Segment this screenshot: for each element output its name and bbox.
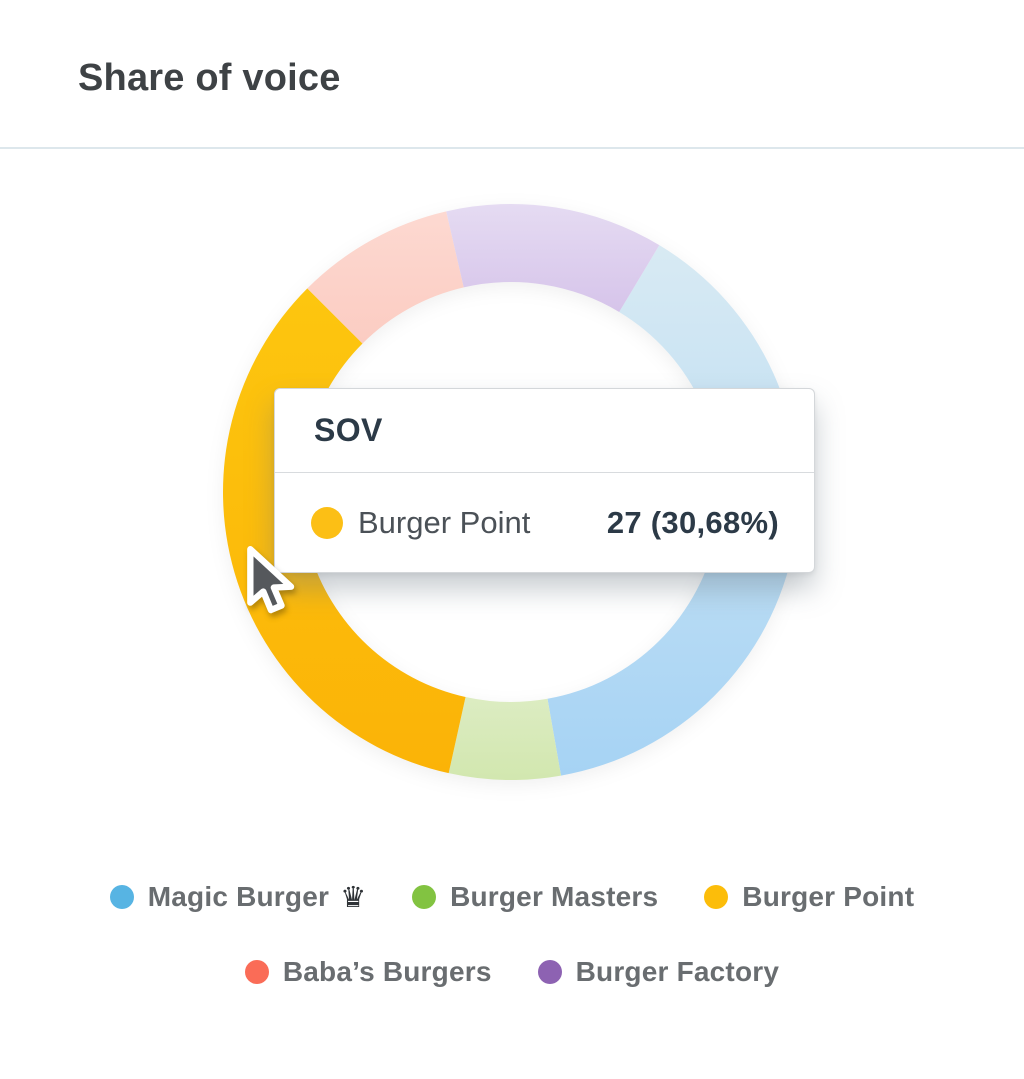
donut-segment-magic-burger[interactable] xyxy=(547,245,799,776)
header-divider xyxy=(0,147,1024,149)
tooltip-row: Burger Point 27 (30,68%) xyxy=(275,473,814,572)
legend-label-babas-burgers: Baba’s Burgers xyxy=(282,956,492,987)
crown-icon: ♛ xyxy=(340,879,367,914)
tooltip-divider xyxy=(275,472,814,473)
legend-label-magic-burger: Magic Burger xyxy=(147,881,330,912)
legend-row-2: Baba’s Burgers Burger Factory xyxy=(0,948,1024,996)
tooltip-series-label: Burger Point xyxy=(358,504,531,540)
legend-row-1: Magic Burger ♛ Burger Masters Burger Poi… xyxy=(0,873,1024,921)
mouse-cursor-icon xyxy=(247,546,295,614)
legend-dot-burger-factory xyxy=(537,960,562,984)
legend-label-burger-factory: Burger Factory xyxy=(575,956,780,987)
donut-segment-baba-s-burgers[interactable] xyxy=(307,211,464,344)
legend-label-burger-masters: Burger Masters xyxy=(450,881,659,912)
widget-title: Share of voice xyxy=(78,57,341,99)
tooltip-series-value: 27 (30,68%) xyxy=(606,504,779,540)
tooltip-series-dot xyxy=(311,506,343,539)
legend-dot-burger-point xyxy=(704,885,729,909)
legend: Magic Burger ♛ Burger Masters Burger Poi… xyxy=(0,873,1024,996)
legend-dot-magic-burger xyxy=(109,885,134,909)
tooltip-title: SOV xyxy=(314,412,383,448)
legend-dot-babas-burgers xyxy=(244,960,269,984)
legend-item-burger-masters[interactable]: Burger Masters xyxy=(412,881,658,913)
legend-item-magic-burger[interactable]: Magic Burger ♛ xyxy=(109,879,367,914)
donut-segment-burger-masters[interactable] xyxy=(448,697,562,780)
legend-item-burger-point[interactable]: Burger Point xyxy=(704,881,914,913)
legend-label-burger-point: Burger Point xyxy=(742,881,915,912)
tooltip-header: SOV xyxy=(275,389,814,472)
legend-item-babas-burgers[interactable]: Baba’s Burgers xyxy=(244,956,492,988)
chart-tooltip: SOV Burger Point 27 (30,68%) xyxy=(274,388,815,573)
legend-dot-burger-masters xyxy=(412,885,437,909)
legend-item-burger-factory[interactable]: Burger Factory xyxy=(537,956,780,988)
donut-segment-burger-factory[interactable] xyxy=(446,203,660,312)
